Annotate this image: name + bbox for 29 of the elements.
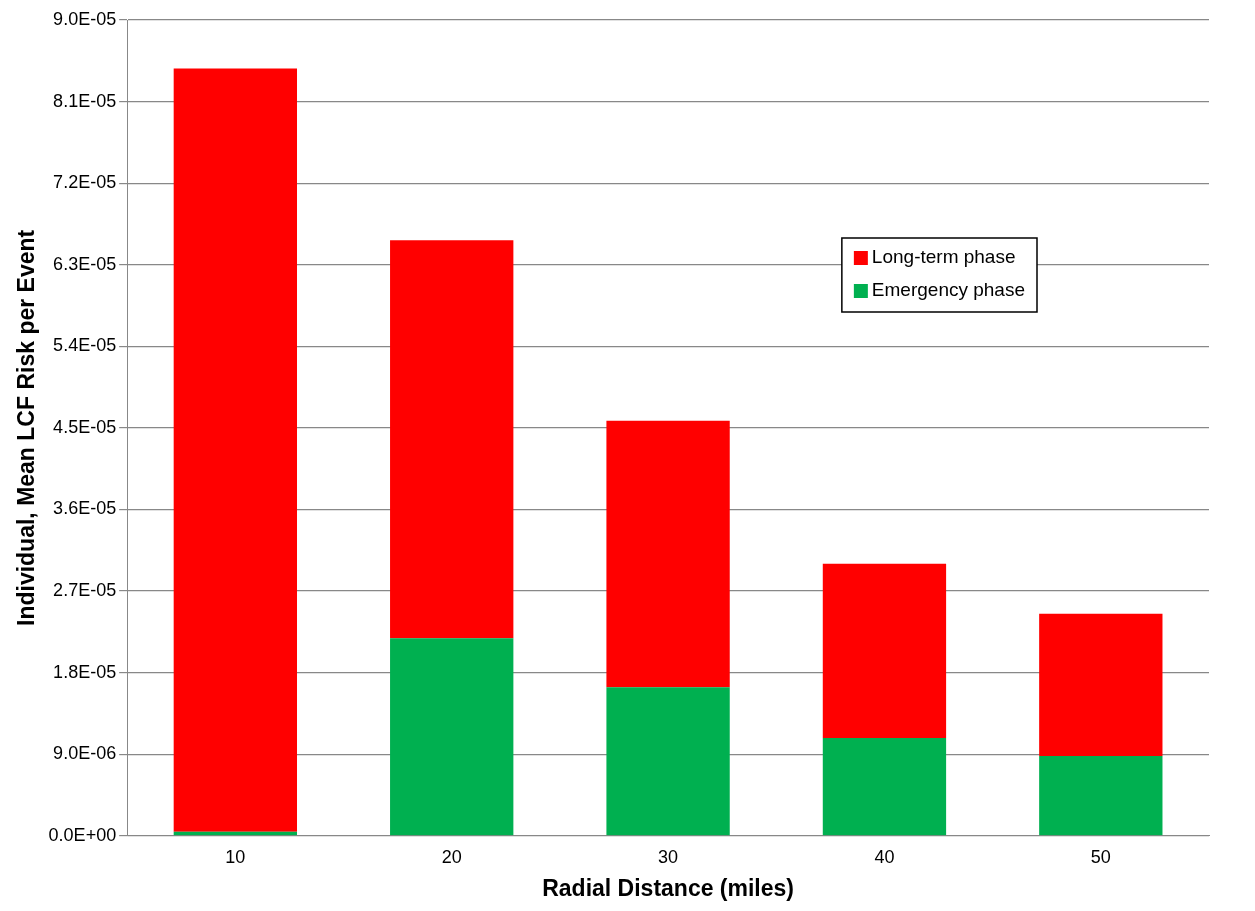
bar [1039,756,1163,836]
y-tick-label: 7.2E-05 [53,172,117,193]
x-tick-label: 50 [1090,846,1111,867]
bar [1039,613,1163,757]
y-tick-label: 5.4E-05 [53,335,117,356]
x-tick-label: 20 [441,846,462,867]
bar [606,687,730,836]
y-tick-label: 0.0E+00 [48,824,117,845]
bar [822,737,947,836]
y-axis-title: Individual, Mean LCF Risk per Event [13,229,40,626]
y-tick-label: 2.7E-05 [53,580,117,601]
y-tick-label: 8.1E-05 [53,90,117,111]
bar [606,420,730,688]
legend-label: Long-term phase [871,246,1016,268]
y-tick-label: 3.6E-05 [53,498,117,519]
y-tick-label: 6.3E-05 [53,253,117,274]
y-tick-label: 9.0E-06 [53,743,117,764]
bar [390,638,514,836]
y-tick-label: 1.8E-05 [53,661,117,682]
y-tick-label: 9.0E-05 [53,8,117,29]
bar [173,68,298,832]
x-tick-label: 40 [874,846,895,867]
legend-label: Emergency phase [871,279,1026,301]
x-axis-title: Radial Distance (miles) [542,874,794,901]
y-tick-label: 4.5E-05 [53,416,117,437]
bar [822,563,947,738]
x-tick-label: 30 [658,846,679,867]
x-tick-label: 10 [225,846,246,867]
bar [390,240,514,639]
